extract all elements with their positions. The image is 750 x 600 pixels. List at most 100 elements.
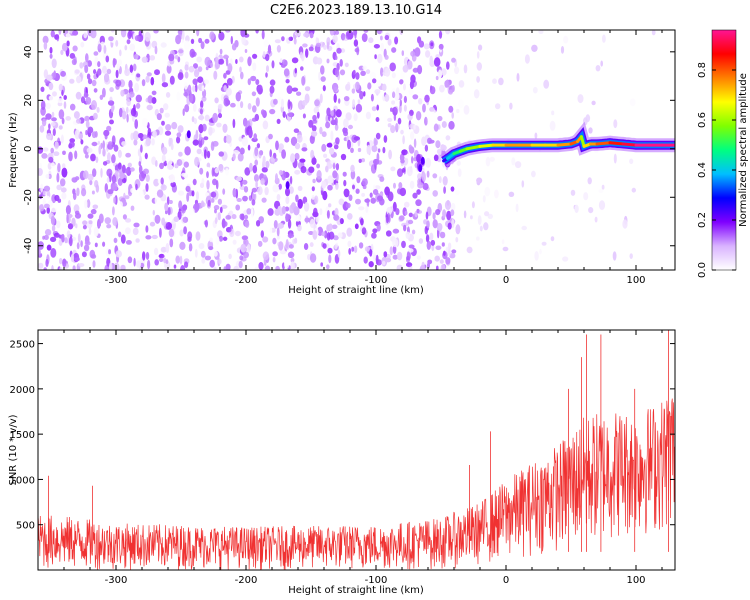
spectrogram-cell	[244, 214, 249, 220]
spectrogram-cell	[391, 47, 397, 53]
spectrogram-cell	[182, 30, 185, 40]
spectrogram-cell	[72, 45, 78, 52]
spectrogram-cell	[154, 259, 159, 266]
spectrogram-cell	[40, 183, 44, 193]
spectrogram-cell	[150, 77, 155, 86]
spectrogram-cell	[359, 90, 364, 100]
spectrogram-cell	[188, 189, 193, 197]
spectrogram-cell	[98, 213, 104, 224]
spectrogram-cell	[334, 67, 340, 78]
spectrogram-cell	[361, 33, 368, 43]
spectrogram-cell	[408, 144, 413, 152]
spectrogram-cell	[390, 107, 393, 112]
spectrogram-cell	[409, 180, 415, 189]
spectrogram-cell	[161, 217, 166, 226]
spectrogram-cell	[124, 195, 130, 200]
spectrogram-cell	[352, 99, 356, 108]
spectrogram-cell	[217, 212, 221, 221]
spectrogram-cell	[456, 160, 461, 166]
spectrogram-cell	[401, 167, 406, 173]
spectrogram-cell	[392, 238, 399, 248]
spectrogram-cell	[93, 51, 99, 56]
spectrogram-cell	[67, 223, 74, 230]
spectrogram-cell	[51, 117, 57, 122]
spectrogram-cell	[426, 170, 430, 178]
spectrogram-cell	[321, 231, 326, 237]
spectrogram-cell	[206, 171, 209, 179]
spectrogram-cell	[188, 243, 193, 252]
spectrogram-cell	[168, 228, 175, 238]
spectrogram-cell	[189, 48, 196, 58]
spectrogram-cell	[173, 216, 179, 222]
spectrogram-cell	[88, 227, 92, 235]
spectrogram-cell	[184, 146, 191, 156]
spectrogram-cell	[429, 86, 436, 95]
spectrogram-cell	[314, 195, 319, 204]
spectrogram-cell	[159, 107, 164, 114]
spectrogram-cell	[179, 255, 183, 265]
spectrogram-cell	[299, 158, 306, 163]
spectrogram-cell	[178, 200, 183, 210]
spectrogram-cell	[332, 162, 336, 170]
spectrogram-cell	[102, 65, 107, 74]
spectrogram-cell	[87, 173, 94, 181]
spectrogram-cell	[235, 204, 240, 211]
spectrogram-cell	[487, 213, 493, 219]
spectrogram-cell	[119, 49, 122, 57]
spectrogram-cell	[175, 54, 179, 60]
spectrogram-cell	[106, 68, 112, 75]
spectrogram-cell	[196, 148, 202, 155]
spectrogram-cell	[276, 45, 281, 53]
spectrogram-cell	[352, 184, 355, 190]
spectrogram-cell	[118, 231, 122, 238]
spectrogram-cell	[285, 239, 289, 249]
spectrogram-cell	[147, 259, 151, 270]
spectrogram-cell	[69, 141, 75, 148]
spectrogram-cell	[495, 103, 501, 110]
spectrogram-cell	[108, 100, 115, 106]
spectrogram-cell	[396, 264, 403, 270]
figure-title: C2E6.2023.189.13.10.G14	[270, 3, 442, 18]
spectrogram-cell	[322, 190, 328, 201]
spectrogram-cell	[311, 194, 315, 200]
spectrogram-cell	[127, 256, 133, 264]
spectrogram-cell	[166, 64, 172, 74]
spectrogram-cell	[400, 159, 405, 164]
spectrogram-cell	[43, 203, 50, 209]
spectrogram-cell	[39, 125, 45, 133]
spectrogram-cell	[129, 91, 135, 98]
spectrogram-cell	[315, 42, 322, 48]
spectrogram-cell	[50, 147, 54, 154]
spectrogram-cell	[335, 254, 339, 263]
spectrogram-cell	[149, 221, 156, 227]
spectrogram-cell	[355, 198, 361, 205]
spectrogram-cell	[433, 123, 439, 132]
spectrogram-cell	[369, 71, 377, 81]
spectrogram-cell	[376, 30, 382, 35]
spectrogram-cell	[128, 30, 133, 37]
spectrogram-cell	[425, 234, 430, 243]
spectrogram-cell	[600, 60, 603, 67]
spectrogram-cell	[218, 164, 224, 172]
spectrogram-cell	[399, 215, 405, 222]
spectrogram-cell	[295, 214, 301, 222]
spectrogram-cell	[247, 144, 251, 151]
spectrogram-cell	[355, 72, 360, 80]
spectrogram-cell	[151, 156, 157, 165]
spectrogram-cell	[332, 82, 339, 92]
spectrogram-cell	[166, 196, 170, 206]
spectrogram-cell	[374, 185, 381, 190]
spectrogram-cell	[406, 250, 411, 261]
colorbar-frame	[711, 29, 737, 271]
spectrogram-cell	[382, 83, 387, 91]
spectrogram-cell	[159, 162, 165, 170]
spectrogram-cell	[74, 150, 78, 160]
spectrogram-cell	[389, 62, 396, 72]
spectrogram-cell	[264, 186, 269, 196]
spectrogram-cell	[369, 192, 373, 198]
spectrogram-cell	[336, 47, 342, 54]
spectrogram-cell	[411, 156, 414, 164]
spectrogram-cell	[312, 230, 318, 240]
spectrogram-cell	[70, 253, 75, 263]
spectrogram-cell	[65, 116, 71, 121]
